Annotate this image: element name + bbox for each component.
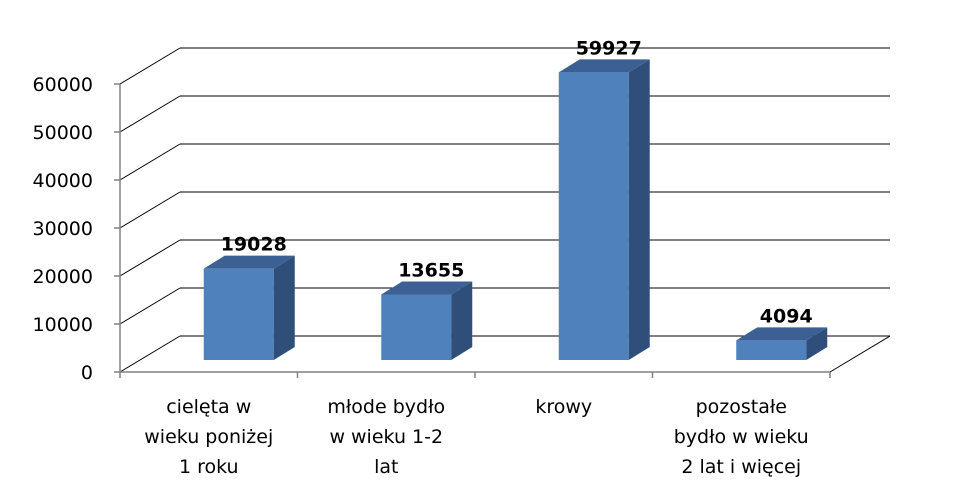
y-tick-label: 40000 bbox=[33, 170, 93, 192]
y-tick-label: 50000 bbox=[33, 122, 93, 144]
gridline-side bbox=[119, 191, 181, 229]
bar-side bbox=[628, 59, 650, 360]
bar bbox=[381, 294, 452, 360]
gridline-side bbox=[119, 335, 181, 373]
bar bbox=[736, 340, 807, 360]
category-label: 2 lat i więcej bbox=[681, 456, 801, 478]
data-label: 13655 bbox=[398, 259, 464, 281]
labels: 0 10000 20000 30000 40000 50000 60000 19028 ciel… bbox=[33, 37, 813, 478]
category-label: w wieku 1-2 bbox=[329, 426, 443, 448]
bar-side bbox=[451, 281, 473, 360]
gridline-side bbox=[119, 143, 181, 181]
bar-side bbox=[273, 255, 295, 360]
axes bbox=[114, 83, 831, 378]
floor-edge bbox=[829, 335, 891, 373]
data-label: 4094 bbox=[760, 305, 813, 327]
category-label: 1 roku bbox=[179, 456, 239, 478]
y-tick-label: 60000 bbox=[33, 74, 93, 96]
y-tick-label: 30000 bbox=[33, 218, 93, 240]
bar bbox=[203, 268, 274, 360]
bars bbox=[203, 59, 828, 360]
category-label: pozostałe bbox=[696, 396, 787, 418]
category-label: bydło w wieku bbox=[674, 426, 809, 448]
category-label: młode bydło bbox=[327, 396, 445, 418]
category-label: krowy bbox=[535, 396, 592, 418]
gridlines bbox=[119, 47, 891, 373]
gridline-side bbox=[119, 47, 181, 85]
gridline-side bbox=[119, 95, 181, 133]
bar-top bbox=[558, 59, 650, 73]
data-label: 59927 bbox=[576, 37, 642, 59]
bar-top bbox=[736, 327, 828, 341]
gridline-side bbox=[119, 239, 181, 277]
category-label: cielęta w bbox=[166, 396, 251, 418]
data-label: 19028 bbox=[221, 234, 287, 256]
category-label: lat bbox=[374, 456, 398, 478]
gridline-side bbox=[119, 287, 181, 325]
y-tick-label: 10000 bbox=[33, 314, 93, 336]
bar bbox=[558, 72, 629, 360]
bar-side bbox=[806, 327, 828, 360]
y-tick-label: 0 bbox=[81, 362, 93, 384]
bar-top bbox=[381, 281, 473, 295]
bar-top bbox=[203, 255, 295, 269]
y-tick-label: 20000 bbox=[33, 266, 93, 288]
category-label: wieku poniżej bbox=[144, 426, 273, 448]
